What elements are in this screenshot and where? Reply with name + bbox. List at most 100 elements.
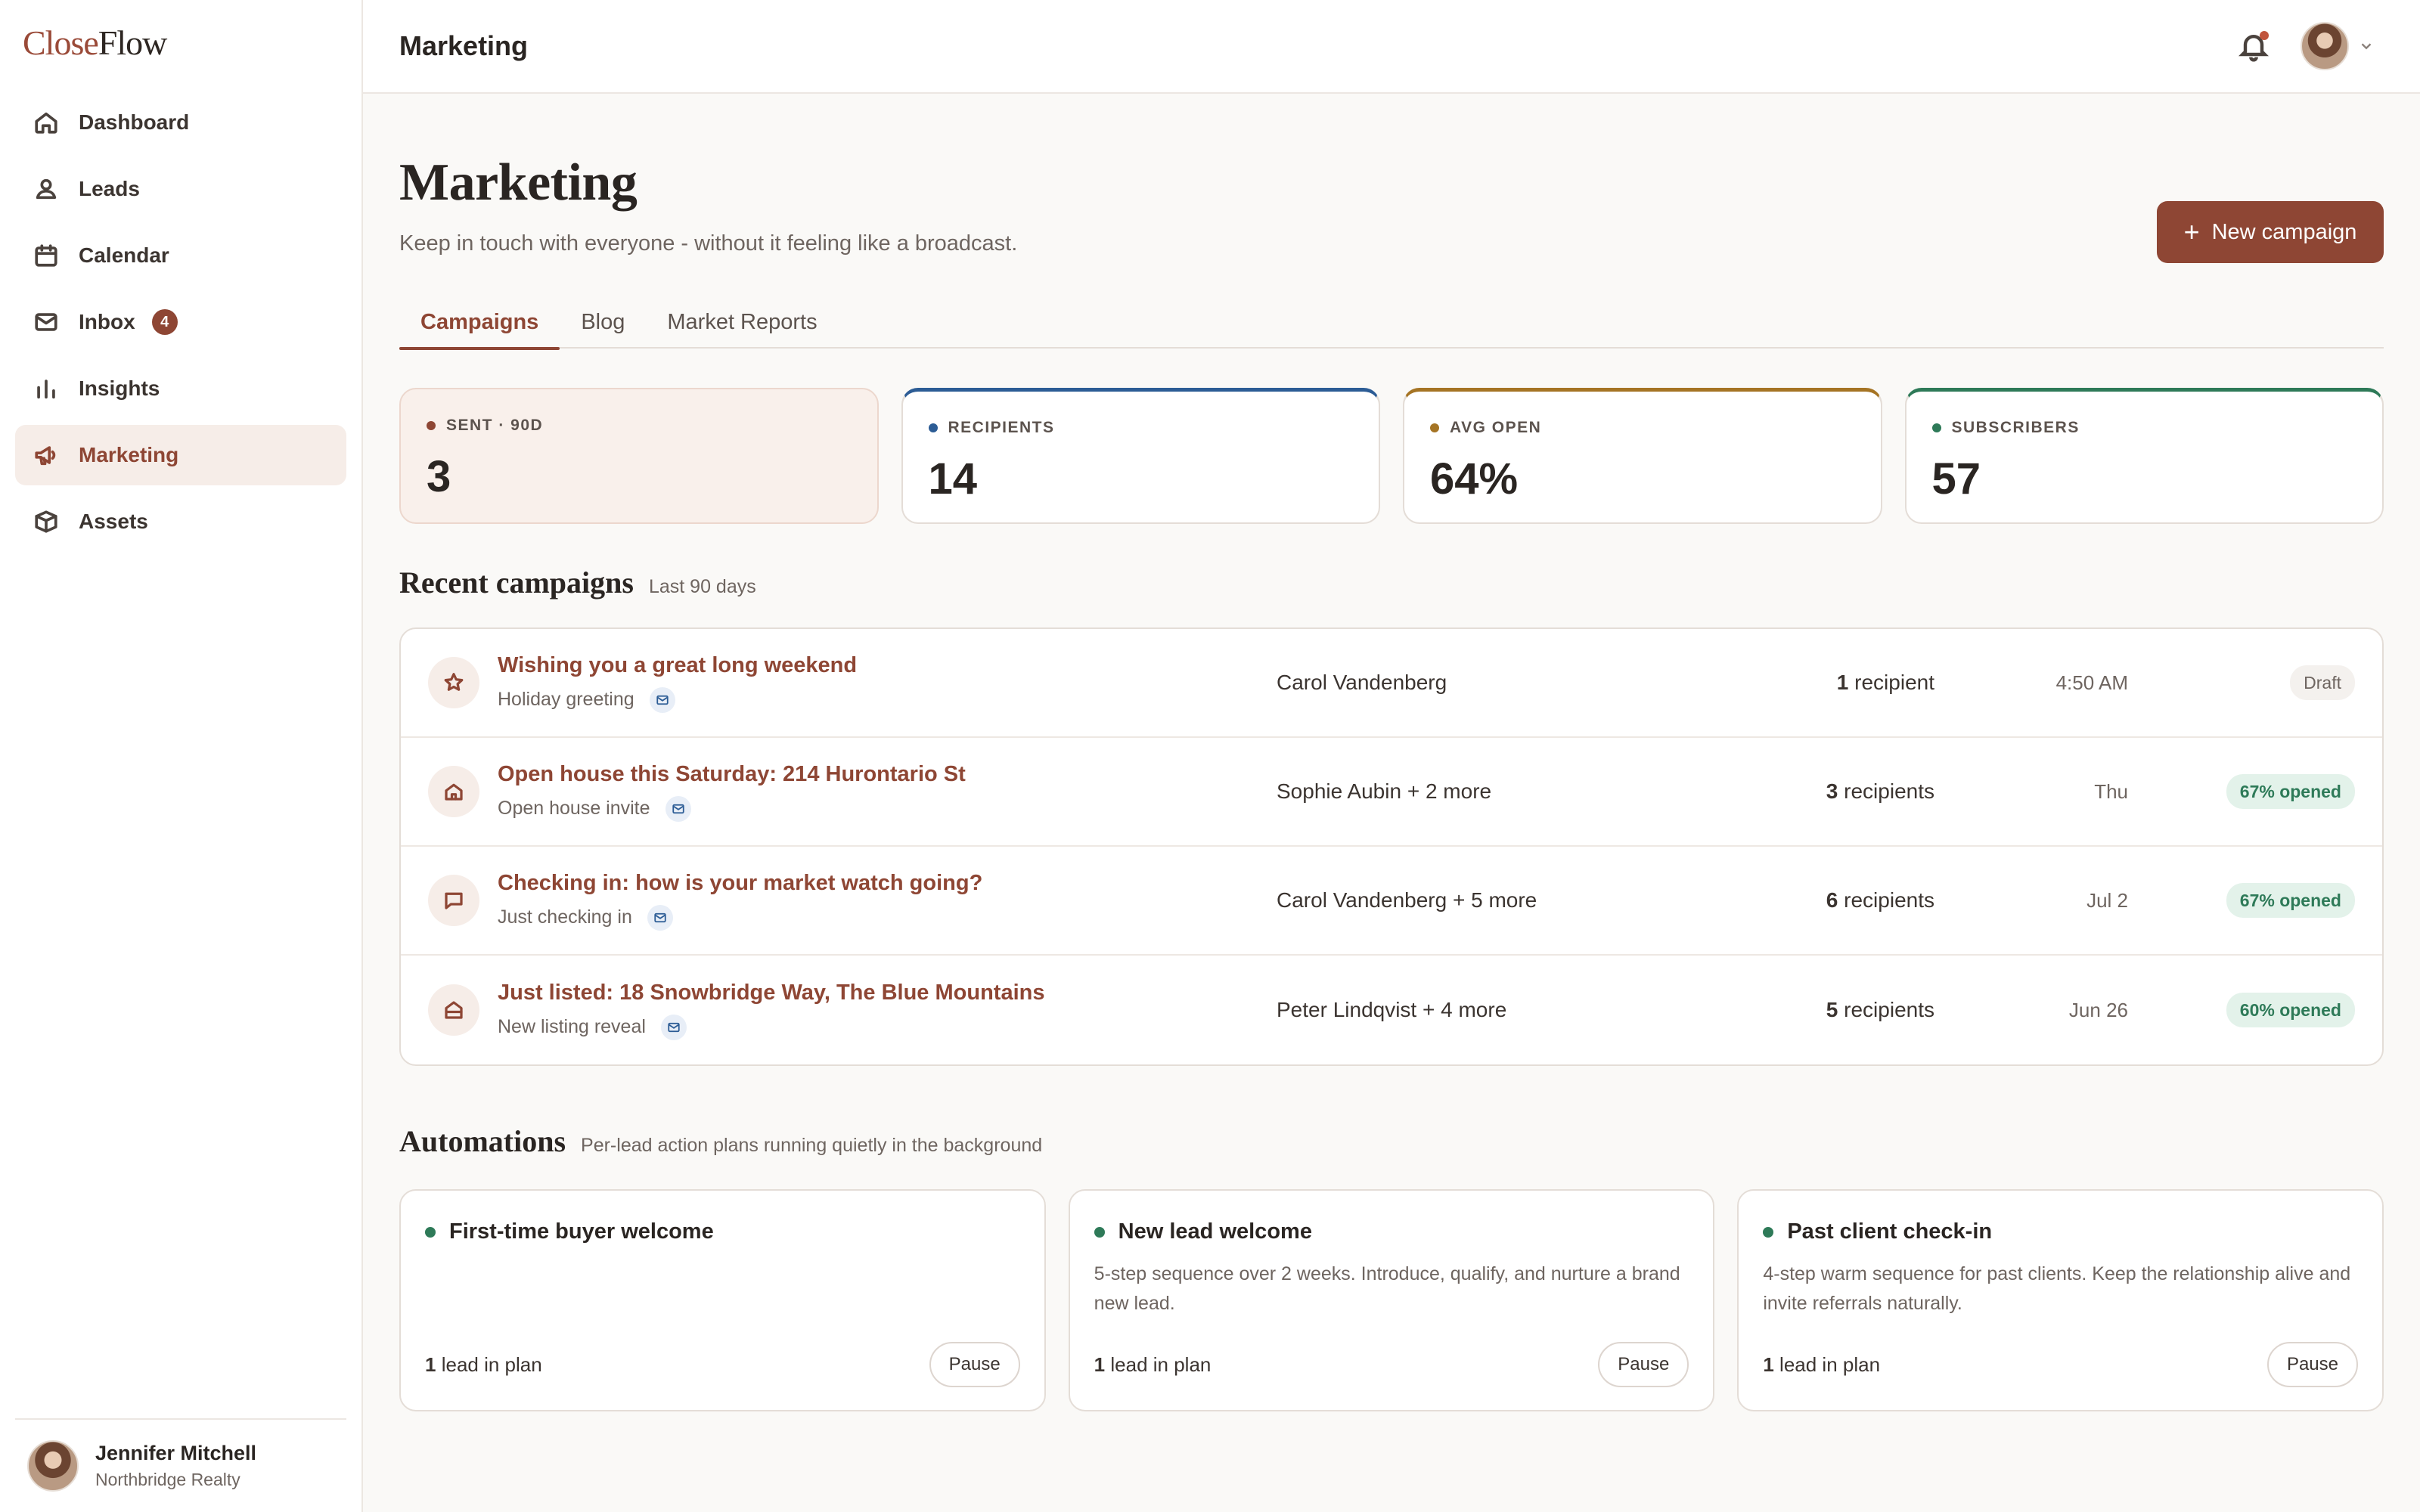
automation-lead-count: 1 lead in plan (1763, 1352, 1881, 1376)
sidebar-item-label: Dashboard (79, 110, 190, 134)
stat-value: 3 (427, 452, 451, 501)
campaign-title[interactable]: Wishing you a great long weekend (498, 652, 858, 677)
campaign-title[interactable]: Open house this Saturday: 214 Hurontario… (498, 761, 966, 786)
status-badge: Draft (2290, 665, 2355, 700)
campaign-time: Thu (2094, 779, 2128, 803)
stat-card-recipients: RECIPIENTS 14 (901, 388, 1380, 524)
status-dot (1430, 423, 1439, 432)
sidebar: CloseFlow Dashboard Leads Calendar Inbox… (0, 0, 363, 1512)
sidebar-item-calendar[interactable]: Calendar (15, 225, 346, 286)
mail-icon (35, 313, 57, 331)
campaign-type-icon (428, 766, 479, 817)
sidebar-item-inbox[interactable]: Inbox 4 (15, 292, 346, 352)
stat-value: 64% (1430, 454, 1519, 503)
calendar-icon (35, 244, 57, 267)
sidebar-item-label: Marketing (79, 443, 179, 466)
sidebar-item-dashboard[interactable]: Dashboard (15, 92, 346, 153)
tab-market-reports[interactable]: Market Reports (667, 309, 818, 334)
page-header: Marketing Keep in touch with everyone - … (399, 94, 2384, 263)
pause-button[interactable]: Pause (2266, 1342, 2359, 1387)
campaign-type-icon (428, 657, 479, 708)
bar-chart-icon (37, 380, 55, 399)
campaign-audience: Peter Lindqvist + 4 more (1277, 998, 1507, 1021)
campaign-type: Holiday greeting (498, 689, 634, 710)
sidebar-item-label: Inbox (79, 310, 135, 333)
campaign-recipients: 1 recipient (1836, 671, 1934, 694)
pause-button[interactable]: Pause (929, 1342, 1020, 1387)
campaign-type: Open house invite (498, 798, 650, 819)
sidebar-item-marketing[interactable]: Marketing (15, 425, 346, 485)
active-dot (425, 1226, 436, 1238)
sidebar-nav: Dashboard Leads Calendar Inbox 4 Insight… (15, 92, 346, 555)
tab-campaigns[interactable]: Campaigns (399, 296, 560, 350)
sidebar-item-label: Assets (79, 510, 148, 533)
main-area: Marketing Marketing Keep in touch with e… (363, 0, 2420, 1512)
active-dot (1763, 1226, 1774, 1238)
page-content: Marketing Keep in touch with everyone - … (363, 94, 2420, 1411)
stat-card-sent: SENT · 90D 3 (399, 388, 879, 524)
stat-card-subscribers: SUBSCRIBERS 57 (1904, 388, 2384, 524)
campaign-recipients: 3 recipients (1826, 779, 1934, 803)
pause-button[interactable]: Pause (1598, 1342, 1689, 1387)
house-icon (445, 783, 463, 801)
campaign-type: New listing reveal (498, 1016, 646, 1037)
megaphone-icon (35, 446, 56, 466)
automation-card[interactable]: New lead welcome 5-step sequence over 2 … (1068, 1189, 1715, 1411)
home-icon (35, 112, 57, 134)
email-channel-icon (647, 904, 673, 931)
notifications-bell[interactable] (2237, 29, 2270, 63)
sidebar-item-label: Insights (79, 376, 160, 400)
email-channel-icon (649, 686, 675, 713)
status-badge: 60% opened (2226, 992, 2355, 1027)
automation-card[interactable]: Past client check-in 4-step warm sequenc… (1737, 1189, 2384, 1411)
recent-campaigns-header: Recent campaigns Last 90 days (399, 565, 2384, 600)
sidebar-item-leads[interactable]: Leads (15, 159, 346, 219)
stat-value: 57 (1931, 454, 1981, 503)
stat-label: SENT · 90D (446, 417, 544, 434)
automation-card[interactable]: First-time buyer welcome 1 lead in plan … (399, 1189, 1046, 1411)
automation-name: New lead welcome (1118, 1219, 1312, 1244)
campaign-row[interactable]: Open house this Saturday: 214 Hurontario… (401, 738, 2382, 847)
bell-icon (2238, 35, 2269, 62)
avatar (2301, 22, 2349, 70)
home-icon (445, 1001, 463, 1019)
automation-list: First-time buyer welcome 1 lead in plan … (399, 1189, 2384, 1411)
campaign-type: Just checking in (498, 906, 632, 928)
page-title: Marketing (399, 153, 638, 212)
tab-blog[interactable]: Blog (581, 309, 625, 334)
closeflow-logo[interactable]: CloseFlow (23, 23, 167, 62)
sidebar-item-insights[interactable]: Insights (15, 358, 346, 419)
stat-value: 14 (928, 454, 978, 503)
stat-card-avg-open: AVG OPEN 64% (1403, 388, 1882, 524)
user-menu[interactable] (2301, 22, 2375, 70)
campaign-recipients: 5 recipients (1826, 998, 1934, 1021)
inbox-count-badge: 4 (151, 309, 178, 335)
sidebar-item-label: Calendar (79, 243, 169, 267)
users-icon (36, 178, 57, 200)
chevron-down-icon (2361, 43, 2372, 50)
section-note: Last 90 days (648, 576, 756, 597)
status-badge: 67% opened (2226, 773, 2355, 809)
topbar: Marketing (363, 0, 2420, 94)
sidebar-item-assets[interactable]: Assets (15, 491, 346, 552)
new-campaign-label: New campaign (2211, 219, 2357, 244)
tabs: Campaigns Blog Market Reports (399, 296, 2384, 350)
campaign-time: 4:50 AM (2055, 671, 2128, 694)
user-profile[interactable]: Jennifer Mitchell Northbridge Realty (15, 1418, 346, 1512)
new-campaign-button[interactable]: + New campaign (2157, 201, 2384, 263)
campaign-title[interactable]: Checking in: how is your market watch go… (498, 870, 983, 895)
campaign-row[interactable]: Wishing you a great long weekend Holiday… (401, 629, 2382, 738)
campaign-time: Jul 2 (2086, 888, 2128, 912)
campaign-row[interactable]: Just listed: 18 Snowbridge Way, The Blue… (401, 956, 2382, 1064)
campaign-title[interactable]: Just listed: 18 Snowbridge Way, The Blue… (498, 980, 1045, 1005)
sidebar-item-label: Leads (79, 177, 140, 200)
plus-icon: + (2183, 216, 2200, 247)
stats-row: SENT · 90D 3 RECIPIENTS 14 AVG OPEN 64% … (399, 388, 2384, 524)
automation-desc: 4-step warm sequence for past clients. K… (1763, 1263, 2351, 1314)
status-dot (1931, 423, 1941, 432)
active-dot (1094, 1226, 1105, 1238)
campaign-list: Wishing you a great long weekend Holiday… (399, 627, 2384, 1066)
status-dot (427, 421, 436, 430)
star-icon (444, 673, 464, 691)
campaign-row[interactable]: Checking in: how is your market watch go… (401, 847, 2382, 956)
